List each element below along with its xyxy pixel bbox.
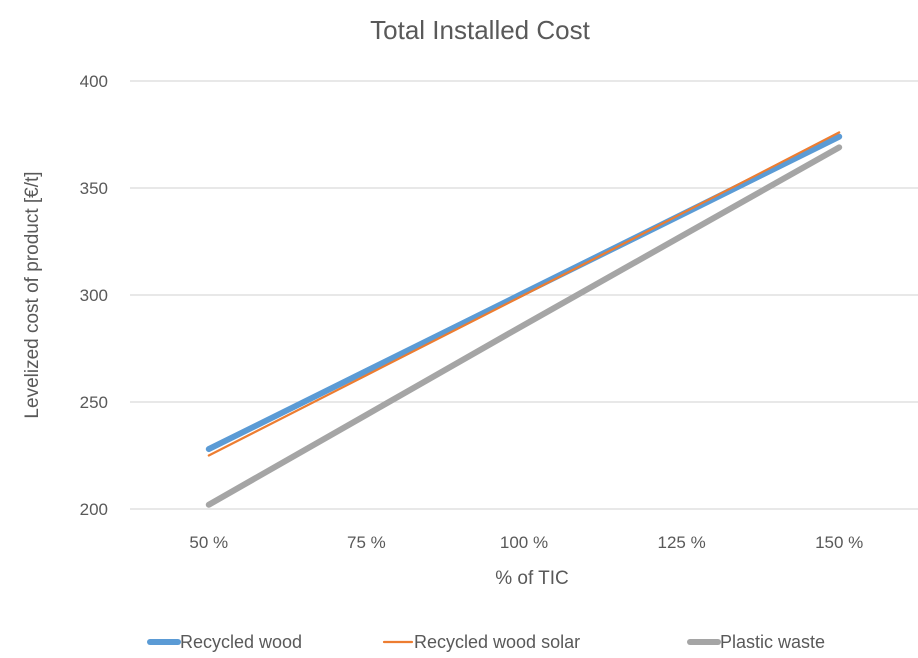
x-tick-label: 75 % xyxy=(347,533,386,552)
x-tick-label: 125 % xyxy=(657,533,705,552)
y-axis-label: Levelized cost of product [€/t] xyxy=(22,171,43,418)
y-tick-label: 400 xyxy=(80,72,108,91)
legend-label: Plastic waste xyxy=(720,632,825,652)
y-tick-labels: 200 250 300 350 400 xyxy=(80,72,108,519)
series-line-recycled-wood-solar xyxy=(207,131,841,457)
y-tick-label: 200 xyxy=(80,500,108,519)
series-line-recycled-wood xyxy=(205,133,843,453)
series-lines xyxy=(205,131,843,508)
legend: Recycled wood Recycled wood solar Plastic … xyxy=(147,632,825,652)
chart-title: Total Installed Cost xyxy=(370,15,590,45)
y-tick-label: 350 xyxy=(80,179,108,198)
x-axis-label: % of TIC xyxy=(495,568,569,589)
legend-label: Recycled wood solar xyxy=(414,632,580,652)
x-tick-labels: 50 % 75 % 100 % 125 % 150 % xyxy=(189,533,863,552)
y-tick-label: 250 xyxy=(80,393,108,412)
y-tick-label: 300 xyxy=(80,286,108,305)
x-tick-label: 50 % xyxy=(189,533,228,552)
series-line-plastic-waste xyxy=(205,144,843,508)
x-tick-label: 100 % xyxy=(500,533,548,552)
legend-label: Recycled wood xyxy=(180,632,302,652)
x-tick-label: 150 % xyxy=(815,533,863,552)
